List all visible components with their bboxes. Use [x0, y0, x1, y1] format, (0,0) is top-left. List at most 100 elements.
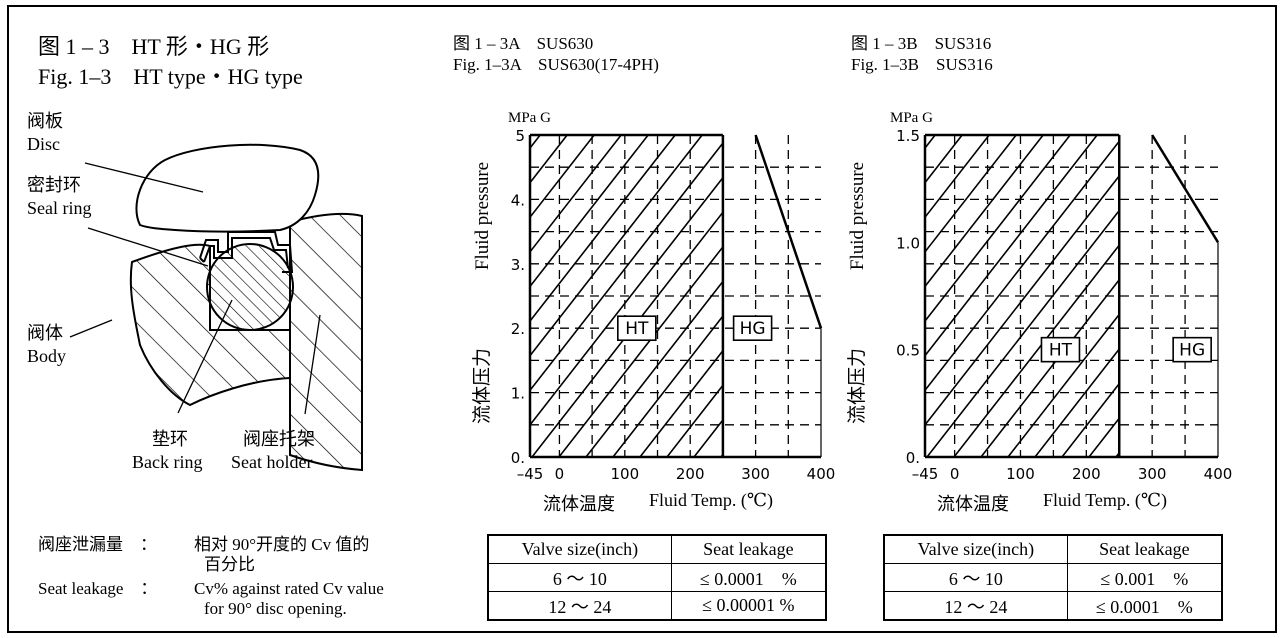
chart-a-title-cn: 图 1 – 3A SUS630	[453, 34, 594, 53]
x-tick-label: 0	[555, 465, 565, 483]
table-row: 6 ～ 10 ≤ 0.0001 %	[487, 563, 827, 592]
hatch-line	[530, 135, 676, 323]
table-row: 12 ～ 24 ≤ 0.00001 %	[487, 591, 827, 621]
table-row: 12 ～ 24 ≤ 0.0001 %	[883, 591, 1223, 621]
seat-holder-label-en: Seat holder	[231, 452, 313, 472]
y-axis-title-cn: 流体压力	[471, 348, 493, 424]
x-tick-label: 400	[807, 465, 836, 483]
x-tick-label: 100	[1006, 465, 1035, 483]
table-header-size: Valve size(inch)	[883, 534, 1068, 564]
y-tick-label: 2.	[511, 320, 525, 338]
chart-b-xlabel-cn: 流体温度	[937, 494, 1009, 514]
hg-region-label-box	[1172, 336, 1212, 363]
table-cell-size: 12 ～ 24	[487, 591, 672, 621]
hatch-line	[925, 135, 1044, 288]
table-cell-leakage: ≤ 0.0001 %	[1066, 591, 1223, 621]
hatch-line	[530, 135, 703, 358]
hg-region-label-box	[732, 315, 773, 342]
note-en-label: Seat leakage ：	[38, 579, 158, 598]
hatch-line	[585, 280, 723, 457]
y-axis-title-en: Fluid pressure	[472, 162, 493, 270]
x-tick-label: –45	[517, 465, 544, 483]
back-ring-label-cn: 垫环	[152, 429, 188, 449]
hg-region-label: HG	[1179, 341, 1205, 361]
hatch-line	[612, 314, 723, 457]
hatch-line	[235, 135, 486, 457]
note-en-text-2: for 90° disc opening.	[204, 599, 347, 618]
x-tick-label: 200	[676, 465, 705, 483]
hatch-line	[980, 278, 1120, 457]
seal-ring-label-cn: 密封环	[27, 175, 81, 195]
chart-a-unit: MPa G	[508, 110, 551, 126]
table-header-row: Valve size(inch) Seat leakage	[883, 534, 1223, 564]
y-tick-label: 0.	[511, 449, 525, 467]
y-tick-label: 1.0	[896, 234, 920, 252]
hatch-line	[208, 135, 459, 457]
chart-0: HT HG –45 0 100 200 300 400 0. 1. 2. 3. 4. 5 Fluid pre…	[208, 127, 836, 483]
table-row: 6 ～ 10 ≤ 0.001 %	[883, 563, 1223, 592]
chart-a-xlabel-en: Fluid Temp. (℃)	[649, 490, 774, 510]
hatch-line	[926, 209, 1120, 457]
ht-region-hatch	[657, 135, 1120, 457]
ht-region-label-box	[617, 315, 657, 342]
table-cell-leakage: ≤ 0.0001 %	[670, 563, 827, 592]
table-cell-leakage: ≤ 0.00001 %	[670, 591, 827, 621]
y-axis-title-cn: 流体压力	[846, 348, 868, 424]
hatch-line	[925, 135, 1098, 358]
hatch-line	[925, 135, 1017, 254]
y-tick-label: 5	[515, 127, 525, 145]
x-tick-label: 200	[1072, 465, 1101, 483]
hatch-line	[1007, 313, 1120, 457]
hatch-line	[925, 140, 1120, 392]
table-cell-size: 6 ～ 10	[487, 563, 672, 592]
x-tick-label: 100	[610, 465, 639, 483]
back-ring-label-en: Back ring	[132, 452, 203, 472]
hatch-line	[925, 135, 990, 219]
hatch-line	[925, 174, 1120, 427]
chart-1: HT HG –45 0 100 200 300 400 0. 0.5 1.0 1.5 Fluid pre…	[657, 127, 1233, 483]
chart-a-leakage-table: Valve size(inch) Seat leakage 6 ～ 10 ≤ 0…	[487, 534, 827, 621]
table-cell-size: 12 ～ 24	[883, 591, 1068, 621]
note-en-text-1: Cv% against rated Cv value	[194, 579, 384, 598]
y-tick-label: 0.	[906, 449, 920, 467]
y-axis-title-en: Fluid pressure	[847, 162, 868, 270]
chart-b-leakage-table: Valve size(inch) Seat leakage 6 ～ 10 ≤ 0…	[883, 534, 1223, 621]
seal-ring-label-en: Seal ring	[27, 198, 92, 218]
ht-region-label: HT	[1049, 341, 1073, 361]
table-cell-size: 6 ～ 10	[883, 563, 1068, 592]
hatch-line	[558, 245, 723, 457]
disc-label-en: Disc	[27, 134, 60, 154]
chart-a-title-en: Fig. 1–3A SUS630(17-4PH)	[453, 55, 659, 74]
disc-label-cn: 阀板	[27, 111, 63, 131]
y-tick-label: 3.	[511, 256, 525, 274]
table-header-row: Valve size(inch) Seat leakage	[487, 534, 827, 564]
hg-region-label: HG	[740, 319, 766, 339]
chart-b-xlabel-en: Fluid Temp. (℃)	[1043, 490, 1168, 510]
y-tick-label: 4.	[511, 191, 525, 209]
x-tick-label: 0	[950, 465, 960, 483]
hatch-line	[530, 176, 723, 427]
hatch-line	[530, 141, 723, 392]
hatch-line	[530, 135, 541, 150]
ht-region-label-box	[1040, 336, 1081, 363]
fig-title-en: Fig. 1–3 HT type・HG type	[38, 64, 303, 89]
y-tick-label: 0.5	[896, 342, 920, 360]
seat-holder-label-cn: 阀座托架	[243, 429, 315, 449]
table-header-size: Valve size(inch)	[487, 534, 672, 564]
hatch-line	[530, 135, 595, 219]
hatch-line	[657, 135, 908, 457]
chart-b-title-cn: 图 1 – 3B SUS316	[851, 34, 992, 53]
chart-a-xlabel-cn: 流体温度	[543, 494, 615, 514]
hatch-line	[666, 384, 723, 457]
chart-b-title-en: Fig. 1–3B SUS316	[851, 55, 993, 74]
fig-title-cn: 图 1 – 3 HT 形・HG 形	[38, 34, 270, 59]
x-tick-label: 400	[1204, 465, 1233, 483]
body-label-en: Body	[27, 346, 67, 366]
note-cn-text-1: 相对 90°开度的 Cv 值的	[194, 535, 370, 554]
chart-b-unit: MPa G	[890, 110, 933, 126]
hatch-line	[953, 243, 1120, 457]
ht-region-hatch	[208, 135, 723, 457]
hg-limit-line	[754, 134, 823, 329]
hatch-line	[531, 210, 723, 457]
